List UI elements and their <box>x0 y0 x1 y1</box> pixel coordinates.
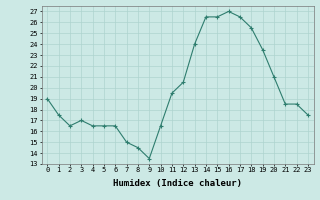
X-axis label: Humidex (Indice chaleur): Humidex (Indice chaleur) <box>113 179 242 188</box>
